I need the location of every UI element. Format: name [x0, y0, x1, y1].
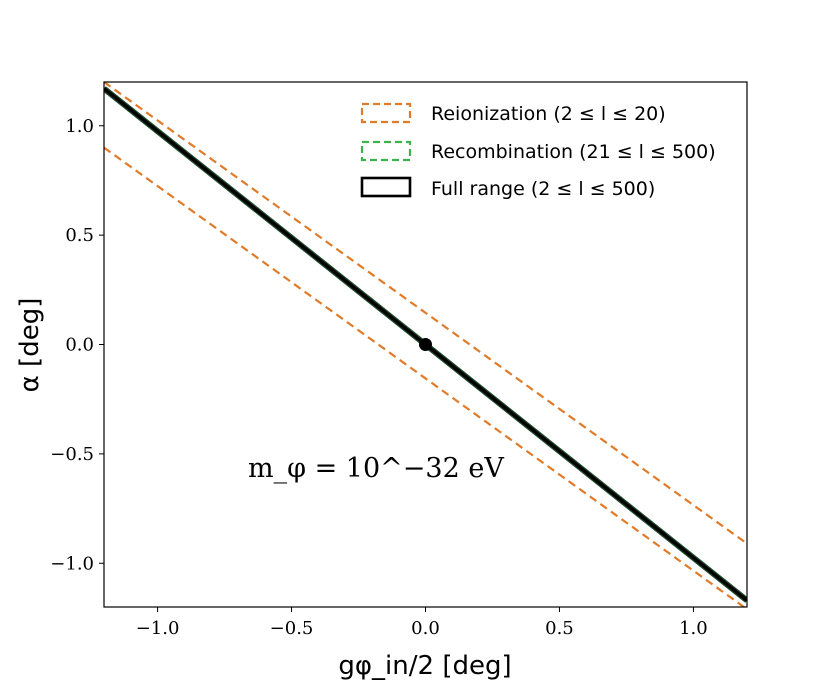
- legend-swatch-reionization: [360, 102, 412, 124]
- series-0-band-0: [104, 82, 747, 545]
- x-tick-label: −0.5: [270, 618, 314, 639]
- legend-label-recombination: Recombination (21 ≤ l ≤ 500): [431, 141, 716, 163]
- legend-label-reionization: Reionization (2 ≤ l ≤ 20): [431, 103, 666, 125]
- y-tick-label: −0.5: [50, 444, 94, 465]
- y-tick-label: 1.0: [65, 116, 94, 137]
- legend-label-full-range: Full range (2 ≤ l ≤ 500): [431, 178, 655, 200]
- y-axis-label: α [deg]: [15, 298, 45, 393]
- x-tick-label: 1.0: [679, 618, 708, 639]
- legend-swatch-recombination: [360, 140, 412, 162]
- mass-annotation: m_φ = 10^−32 eV: [248, 453, 504, 484]
- ticks-layer: −1.0 −0.5 0.0 0.5 1.0 −1.0 −0.5 0.0 0.5 1.0: [50, 116, 707, 639]
- data-layer: [104, 82, 747, 607]
- x-axis-label: gφ_in/2 [deg]: [338, 651, 511, 681]
- best-fit-point: [419, 338, 432, 351]
- y-tick-label: 0.0: [65, 335, 94, 356]
- x-tick-label: 0.0: [411, 618, 440, 639]
- series-0-band-1: [104, 146, 746, 607]
- y-tick-label: −1.0: [50, 553, 94, 574]
- y-tick-label: 0.5: [65, 225, 94, 246]
- x-tick-label: −1.0: [136, 618, 180, 639]
- x-tick-label: 0.5: [545, 618, 574, 639]
- legend-swatch-full-range: [360, 176, 412, 198]
- legend: Reionization (2 ≤ l ≤ 20) Recombination …: [360, 102, 716, 200]
